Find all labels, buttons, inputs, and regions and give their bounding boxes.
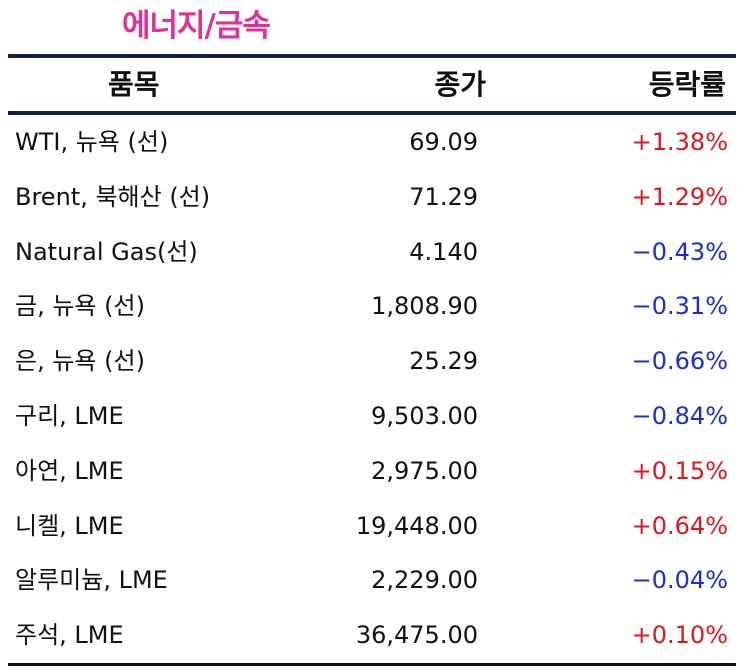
row-name: 금, 뉴욕 (선) [15, 292, 145, 321]
row-change: +0.15% [631, 456, 728, 485]
header-item: 품목 [108, 68, 160, 101]
row-close: 71.29 [409, 182, 478, 211]
row-name: 니켈, LME [15, 511, 124, 540]
table-row: 주석, LME 36,475.00 +0.10% [8, 608, 736, 663]
row-change: +0.64% [631, 511, 728, 540]
table-row: 알루미늄, LME 2,229.00 −0.04% [8, 553, 736, 608]
table-header: 품목 종가 등락률 [8, 58, 736, 111]
row-name: Natural Gas(선) [15, 237, 198, 266]
row-name: 아연, LME [15, 456, 124, 485]
row-close: 9,503.00 [371, 401, 478, 430]
row-close: 36,475.00 [355, 621, 478, 650]
row-name: Brent, 북해산 (선) [15, 182, 211, 211]
table-row: Natural Gas(선) 4.140 −0.43% [8, 225, 736, 280]
table-row: WTI, 뉴욕 (선) 69.09 +1.38% [8, 115, 736, 170]
row-name: 은, 뉴욕 (선) [15, 347, 145, 376]
row-close: 2,229.00 [371, 566, 478, 595]
table-row: 아연, LME 2,975.00 +0.15% [8, 444, 736, 499]
row-change: −0.66% [631, 347, 728, 376]
table-bottom-rule [8, 662, 736, 666]
row-close: 1,808.90 [371, 292, 478, 321]
row-change: +0.10% [631, 621, 728, 650]
table-row: Brent, 북해산 (선) 71.29 +1.29% [8, 170, 736, 225]
row-change: +1.38% [631, 128, 728, 156]
header-close: 종가 [434, 68, 486, 101]
row-name: 알루미늄, LME [15, 566, 168, 595]
row-name: WTI, 뉴욕 (선) [15, 128, 169, 156]
row-close: 4.140 [409, 237, 478, 266]
header-change: 등락률 [648, 68, 726, 101]
table-row: 니켈, LME 19,448.00 +0.64% [8, 499, 736, 554]
table-row: 은, 뉴욕 (선) 25.29 −0.66% [8, 334, 736, 389]
row-close: 19,448.00 [355, 511, 478, 540]
row-change: +1.29% [631, 182, 728, 211]
row-close: 2,975.00 [371, 456, 478, 485]
row-name: 주석, LME [15, 621, 124, 650]
row-name: 구리, LME [15, 401, 124, 430]
row-change: −0.31% [631, 292, 728, 321]
table-header-rule [8, 111, 736, 115]
row-change: −0.84% [631, 401, 728, 430]
row-change: −0.04% [631, 566, 728, 595]
table-row: 금, 뉴욕 (선) 1,808.90 −0.31% [8, 279, 736, 334]
row-change: −0.43% [631, 237, 728, 266]
commodity-table: 품목 종가 등락률 WTI, 뉴욕 (선) 69.09 +1.38% Brent… [8, 54, 736, 666]
table-body: WTI, 뉴욕 (선) 69.09 +1.38% Brent, 북해산 (선) … [8, 115, 736, 663]
table-top-rule [8, 54, 736, 58]
row-close: 25.29 [409, 347, 478, 376]
row-close: 69.09 [409, 128, 478, 156]
table-row: 구리, LME 9,503.00 −0.84% [8, 389, 736, 444]
section-title: 에너지/금속 [122, 8, 271, 44]
